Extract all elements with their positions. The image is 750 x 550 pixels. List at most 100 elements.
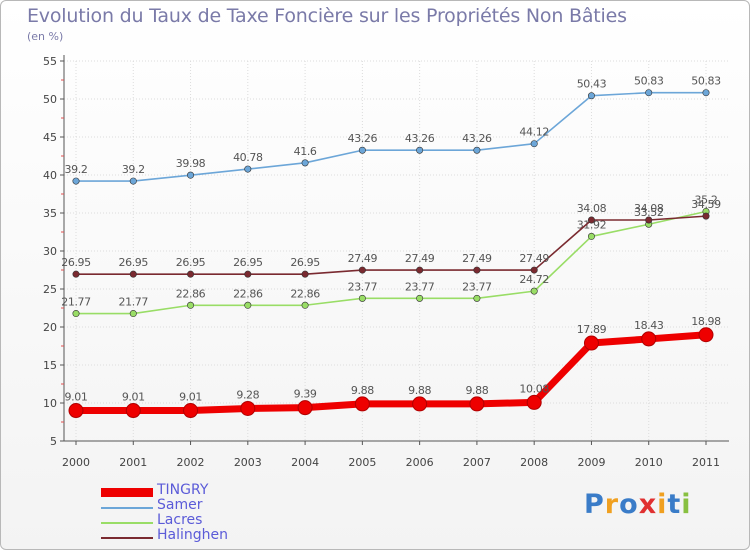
data-label-samer-2011: 50.83: [691, 75, 721, 88]
legend-label-halinghen: Halinghen: [157, 527, 229, 543]
data-label-lacres-2002: 22.86: [176, 287, 206, 300]
point-lacres-2001: [129, 310, 137, 318]
data-label-lacres-2007: 23.77: [462, 280, 492, 293]
point-halinghen-2001: [129, 270, 137, 278]
x-tick-label-2010: 2010: [635, 456, 663, 469]
data-label-samer-2009: 50.43: [577, 78, 607, 91]
y-tick-label-5: 5: [50, 435, 57, 448]
point-halinghen-2006: [416, 266, 424, 274]
data-label-tingry-2007: 9.88: [465, 384, 488, 397]
data-label-lacres-2011: 35.2: [695, 193, 718, 206]
point-samer-2004: [301, 159, 309, 167]
point-lacres-2002: [187, 301, 195, 309]
data-label-halinghen-2000: 26.95: [61, 256, 91, 269]
point-halinghen-2010: [645, 216, 653, 224]
x-tick-label-2007: 2007: [463, 456, 491, 469]
legend-swatch-lacres: [101, 522, 153, 524]
data-label-samer-2005: 43.26: [348, 132, 378, 145]
data-label-tingry-2001: 9.01: [122, 391, 145, 404]
y-tick-label-45: 45: [43, 131, 57, 144]
point-halinghen-2007: [473, 266, 481, 274]
y-tick-label-30: 30: [43, 245, 57, 258]
data-label-samer-2000: 39.2: [65, 163, 88, 176]
point-tingry-2002: [183, 403, 199, 419]
legend-label-lacres: Lacres: [157, 512, 203, 528]
series-line-samer: [76, 91, 706, 182]
point-tingry-2008: [526, 394, 542, 410]
point-lacres-2003: [244, 301, 252, 309]
y-tick-label-25: 25: [43, 283, 57, 296]
data-label-tingry-2008: 10.08: [519, 382, 549, 395]
data-label-tingry-2010: 18.43: [634, 319, 664, 332]
data-label-samer-2004: 41.6: [294, 145, 317, 158]
point-tingry-2004: [297, 400, 313, 416]
x-tick-label-2002: 2002: [177, 456, 205, 469]
point-tingry-2001: [125, 403, 141, 419]
legend-swatch-samer: [101, 507, 153, 509]
point-halinghen-2000: [72, 270, 80, 278]
point-lacres-2008: [530, 287, 538, 295]
point-samer-2010: [645, 89, 653, 97]
data-label-lacres-2004: 22.86: [290, 287, 320, 300]
point-tingry-2000: [68, 403, 84, 419]
y-tick-label-10: 10: [43, 397, 57, 410]
data-label-lacres-2001: 21.77: [119, 296, 149, 309]
x-tick-label-2009: 2009: [577, 456, 605, 469]
data-label-samer-2006: 43.26: [405, 132, 435, 145]
data-label-lacres-2003: 22.86: [233, 287, 263, 300]
point-lacres-2009: [587, 232, 595, 240]
data-label-samer-2008: 44.12: [519, 126, 549, 139]
point-halinghen-2011: [702, 212, 710, 220]
series-line-halinghen: [76, 215, 707, 275]
x-tick-label-2004: 2004: [291, 456, 319, 469]
point-tingry-2003: [240, 400, 256, 416]
point-samer-2008: [530, 140, 538, 148]
y-tick-label-55: 55: [43, 55, 57, 68]
data-label-halinghen-2010: 34.08: [634, 202, 664, 215]
point-samer-2000: [72, 177, 80, 185]
point-lacres-2005: [358, 294, 366, 302]
series-line-tingry: [76, 331, 707, 415]
point-halinghen-2003: [244, 270, 252, 278]
data-label-lacres-2000: 21.77: [61, 296, 91, 309]
point-samer-2011: [702, 89, 710, 97]
data-label-tingry-2011: 18.98: [691, 315, 721, 328]
point-halinghen-2002: [187, 270, 195, 278]
data-label-lacres-2005: 23.77: [348, 280, 378, 293]
data-label-halinghen-2001: 26.95: [119, 256, 149, 269]
data-label-tingry-2000: 9.01: [65, 391, 88, 404]
data-label-samer-2002: 39.98: [176, 157, 206, 170]
data-label-lacres-2010: 33.52: [634, 206, 664, 219]
data-label-samer-2007: 43.26: [462, 132, 492, 145]
data-label-halinghen-2008: 27.49: [519, 252, 549, 265]
data-label-halinghen-2002: 26.95: [176, 256, 206, 269]
legend-swatch-halinghen: [101, 537, 153, 539]
data-label-halinghen-2006: 27.49: [405, 252, 435, 265]
point-tingry-2009: [583, 335, 599, 351]
data-label-halinghen-2004: 26.95: [290, 256, 320, 269]
point-halinghen-2005: [358, 266, 366, 274]
data-label-lacres-2009: 31.92: [577, 218, 607, 231]
x-tick-label-2005: 2005: [348, 456, 376, 469]
point-tingry-2006: [412, 396, 428, 412]
data-label-halinghen-2007: 27.49: [462, 252, 492, 265]
proxiti-logo: Proxiti: [584, 489, 692, 520]
data-label-lacres-2008: 24.72: [519, 273, 549, 286]
data-label-tingry-2005: 9.88: [351, 384, 374, 397]
point-samer-2007: [473, 146, 481, 154]
data-label-tingry-2006: 9.88: [408, 384, 431, 397]
data-label-samer-2003: 40.78: [233, 151, 263, 164]
point-samer-2006: [416, 146, 424, 154]
point-samer-2005: [358, 146, 366, 154]
y-tick-label-50: 50: [43, 93, 57, 106]
y-tick-label-40: 40: [43, 169, 57, 182]
point-tingry-2011: [698, 327, 714, 343]
x-tick-label-2003: 2003: [234, 456, 262, 469]
point-halinghen-2008: [530, 266, 538, 274]
x-tick-label-2008: 2008: [520, 456, 548, 469]
x-tick-label-2011: 2011: [692, 456, 720, 469]
point-lacres-2007: [473, 294, 481, 302]
data-label-tingry-2003: 9.28: [236, 388, 259, 401]
point-halinghen-2009: [587, 216, 595, 224]
